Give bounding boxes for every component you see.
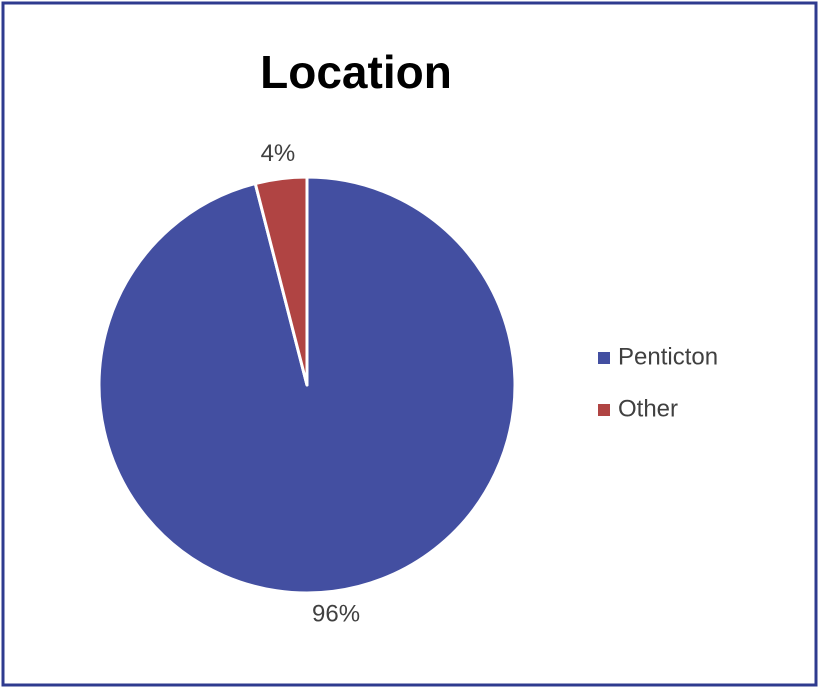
- legend-label: Other: [618, 395, 678, 422]
- legend-label: Penticton: [618, 343, 718, 370]
- chart-title: Location: [260, 46, 452, 98]
- legend-swatch: [598, 404, 610, 416]
- legend-swatch: [598, 352, 610, 364]
- data-label: 4%: [261, 140, 296, 167]
- data-label: 96%: [312, 601, 360, 628]
- pie-slice: [253, 175, 309, 387]
